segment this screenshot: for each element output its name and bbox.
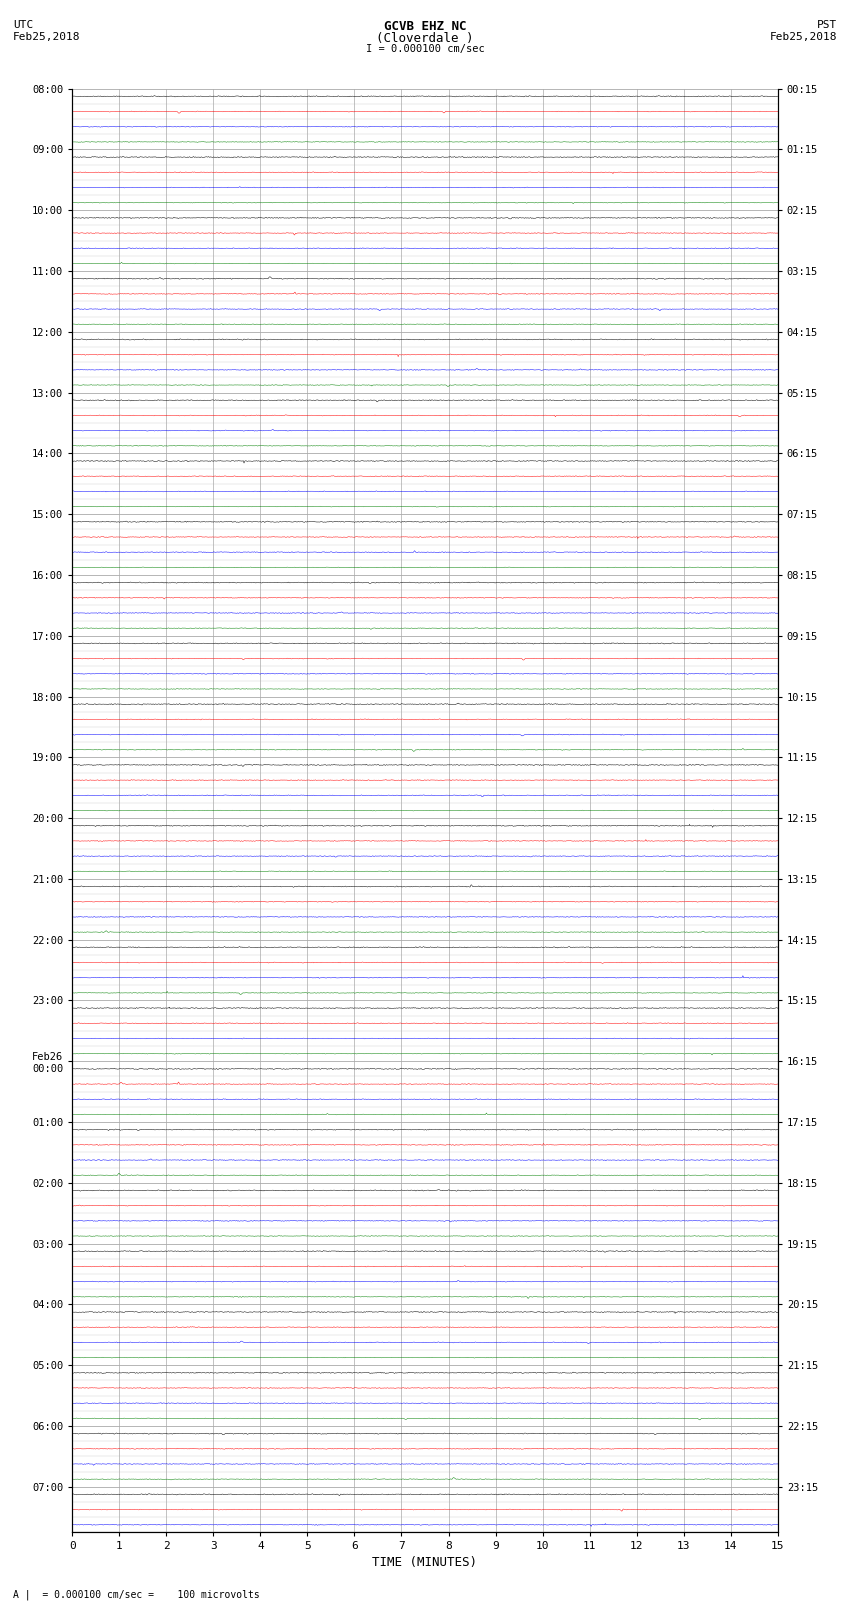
Text: (Cloverdale ): (Cloverdale ): [377, 32, 473, 45]
Text: Feb25,2018: Feb25,2018: [770, 32, 837, 42]
Text: PST: PST: [817, 19, 837, 31]
X-axis label: TIME (MINUTES): TIME (MINUTES): [372, 1555, 478, 1568]
Text: Feb25,2018: Feb25,2018: [13, 32, 80, 42]
Text: A |  = 0.000100 cm/sec =    100 microvolts: A | = 0.000100 cm/sec = 100 microvolts: [13, 1589, 259, 1600]
Text: I = 0.000100 cm/sec: I = 0.000100 cm/sec: [366, 44, 484, 55]
Text: GCVB EHZ NC: GCVB EHZ NC: [383, 19, 467, 34]
Text: UTC: UTC: [13, 19, 33, 31]
